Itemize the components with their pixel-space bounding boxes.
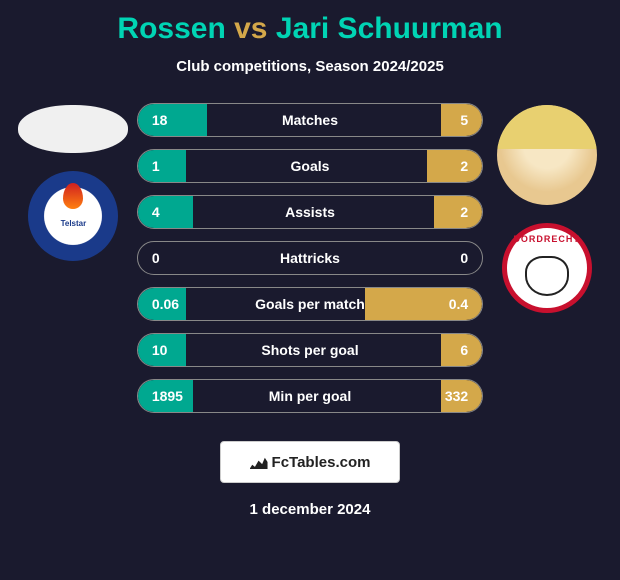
flame-icon	[63, 183, 83, 209]
comparison-card: Rossen vs Jari Schuurman Club competitio…	[0, 0, 620, 530]
player2-name: Jari Schuurman	[276, 12, 503, 45]
player2-photo	[497, 105, 597, 205]
page-title: Rossen vs Jari Schuurman	[10, 12, 610, 46]
stats-table: 18Matches5 1Goals2 4Assists2 0Hattricks0 0.0…	[137, 103, 483, 413]
player1-photo	[18, 105, 128, 153]
stat-value-right: 2	[460, 158, 468, 174]
brand-badge[interactable]: FcTables.com	[220, 441, 400, 483]
stat-row: 4Assists2	[137, 195, 483, 229]
sheep-icon	[525, 256, 569, 296]
club-badge-text: DORDRECHT	[513, 234, 580, 244]
comparison-body: Telstar 18Matches5 1Goals2 4Assists2 0Hattr…	[10, 103, 610, 413]
stat-label: Matches	[138, 112, 482, 128]
stat-label: Hattricks	[138, 250, 482, 266]
stat-row: 0.06Goals per match0.4	[137, 287, 483, 321]
stat-row: 1895Min per goal332	[137, 379, 483, 413]
stat-label: Shots per goal	[138, 342, 482, 358]
title-connector: vs	[234, 12, 267, 45]
stat-label: Goals	[138, 158, 482, 174]
club-badge-text: Telstar	[61, 219, 87, 228]
stat-value-right: 5	[460, 112, 468, 128]
stat-value-right: 332	[445, 388, 468, 404]
date-label: 1 december 2024	[10, 501, 610, 518]
player1-name: Rossen	[117, 12, 225, 45]
subtitle: Club competitions, Season 2024/2025	[10, 58, 610, 75]
stat-row: 1Goals2	[137, 149, 483, 183]
stat-row: 10Shots per goal6	[137, 333, 483, 367]
stat-value-right: 6	[460, 342, 468, 358]
right-side: DORDRECHT	[483, 103, 610, 313]
stat-label: Goals per match	[138, 296, 482, 312]
player1-club-badge: Telstar	[28, 171, 118, 261]
stat-value-right: 2	[460, 204, 468, 220]
stat-label: Min per goal	[138, 388, 482, 404]
stat-value-right: 0.4	[449, 296, 468, 312]
stat-label: Assists	[138, 204, 482, 220]
left-side: Telstar	[10, 103, 137, 261]
stat-row: 0Hattricks0	[137, 241, 483, 275]
stat-value-right: 0	[460, 250, 468, 266]
hair-shape	[497, 105, 597, 149]
stat-row: 18Matches5	[137, 103, 483, 137]
brand-text: FcTables.com	[272, 454, 371, 471]
player2-club-badge: DORDRECHT	[502, 223, 592, 313]
chart-icon	[250, 455, 268, 469]
